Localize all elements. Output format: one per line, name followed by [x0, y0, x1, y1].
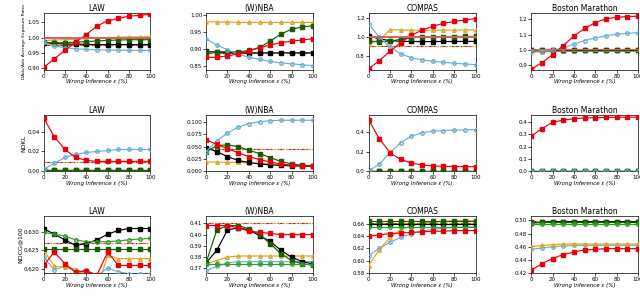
Title: (W)NBA: (W)NBA	[244, 4, 275, 13]
Bar	[531, 49, 638, 50]
Title: COMPAS: COMPAS	[406, 4, 438, 13]
X-axis label: Wrong Inference ε (%): Wrong Inference ε (%)	[391, 79, 453, 84]
X-axis label: Wrong Inference ε (%): Wrong Inference ε (%)	[66, 282, 128, 288]
X-axis label: Wrong Inference ε (%): Wrong Inference ε (%)	[391, 282, 453, 288]
Title: Boston Marathon: Boston Marathon	[552, 106, 618, 115]
Title: (W)NBA: (W)NBA	[244, 207, 275, 216]
Y-axis label: DAdv/Adv Average Exposure Ratio: DAdv/Adv Average Exposure Ratio	[22, 4, 26, 79]
Title: (W)NBA: (W)NBA	[244, 106, 275, 115]
Bar	[369, 36, 476, 37]
Bar	[44, 37, 150, 38]
X-axis label: Wrong Inference ε (%): Wrong Inference ε (%)	[66, 181, 128, 186]
Y-axis label: NDKL: NDKL	[21, 134, 26, 152]
Title: LAW: LAW	[88, 207, 106, 216]
Bar	[531, 49, 638, 50]
X-axis label: Wrong Inference ε (%): Wrong Inference ε (%)	[554, 79, 616, 84]
Bar	[369, 36, 476, 37]
X-axis label: Wrong Inference ε (%): Wrong Inference ε (%)	[391, 181, 453, 186]
X-axis label: Wrong Inference ε (%): Wrong Inference ε (%)	[228, 79, 291, 84]
Title: Boston Marathon: Boston Marathon	[552, 4, 618, 13]
Bar	[44, 37, 150, 38]
Title: COMPAS: COMPAS	[406, 207, 438, 216]
Title: LAW: LAW	[88, 4, 106, 13]
X-axis label: Wrong Inference ε (%): Wrong Inference ε (%)	[228, 282, 291, 288]
Title: Boston Marathon: Boston Marathon	[552, 207, 618, 216]
X-axis label: Wrong Inference ε (%): Wrong Inference ε (%)	[554, 181, 616, 186]
Title: LAW: LAW	[88, 106, 106, 115]
Title: COMPAS: COMPAS	[406, 106, 438, 115]
X-axis label: Wrong Inference ε (%): Wrong Inference ε (%)	[228, 181, 291, 186]
X-axis label: Wrong Inference ε (%): Wrong Inference ε (%)	[554, 282, 616, 288]
X-axis label: Wrong Inference ε (%): Wrong Inference ε (%)	[66, 79, 128, 84]
Y-axis label: NDCG@100: NDCG@100	[17, 226, 22, 263]
